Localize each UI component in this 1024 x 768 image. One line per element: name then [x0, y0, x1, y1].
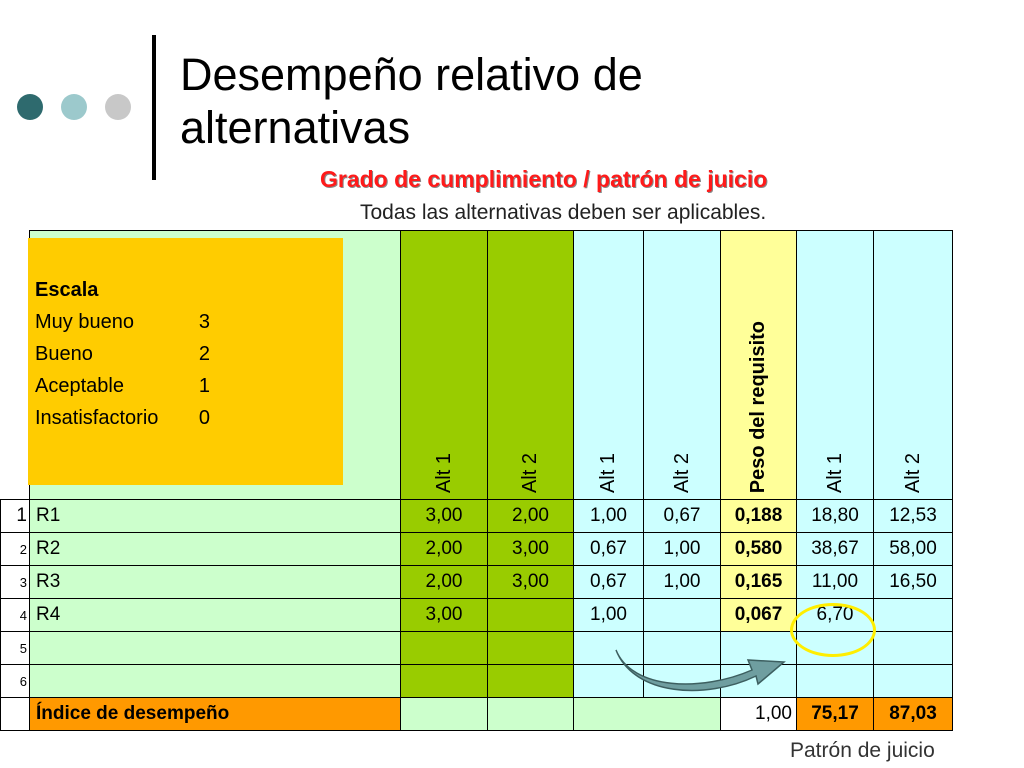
- scale-item: Muy bueno 3: [35, 311, 210, 333]
- requirement-cell: R4: [29, 598, 401, 632]
- slide-title: Desempeño relativo de alternativas: [180, 48, 643, 154]
- curved-arrow-icon: [615, 649, 786, 692]
- decor-dot-teal: [61, 94, 87, 120]
- weight-cell: 0,580: [720, 532, 797, 566]
- value-cell: [873, 598, 953, 632]
- value-cell: 2,00: [400, 532, 488, 566]
- value-cell: [487, 664, 574, 698]
- header-cell-weight: Peso del requisito: [720, 230, 797, 500]
- requirement-cell: R1: [29, 499, 401, 533]
- value-cell: [873, 631, 953, 665]
- weight-cell: 0,188: [720, 499, 797, 533]
- value-cell: [643, 598, 721, 632]
- value-cell: 1,00: [573, 598, 644, 632]
- value-cell: 0,67: [573, 532, 644, 566]
- title-divider: [152, 35, 156, 180]
- header-cell: Alt 1: [573, 230, 644, 500]
- scale-item: Insatisfactorio 0: [35, 407, 210, 429]
- total-label: Índice de desempeño: [29, 697, 401, 731]
- header-cell: Alt 1: [400, 230, 488, 500]
- header-cell: Alt 2: [487, 230, 574, 500]
- value-cell: 1,00: [643, 565, 721, 599]
- requirement-cell: [29, 664, 401, 698]
- row-number: 5: [0, 631, 30, 665]
- weight-cell: [720, 631, 797, 665]
- value-cell: 38,67: [796, 532, 874, 566]
- weight-cell: 0,067: [720, 598, 797, 632]
- slide-subtitle: Grado de cumplimiento / patrón de juicio: [320, 166, 768, 192]
- table-row: 4 R4 3,00 1,00 0,067 6,70: [0, 598, 953, 632]
- title-line-1: Desempeño relativo de: [180, 49, 643, 100]
- value-cell: [796, 664, 874, 698]
- value-cell: [643, 631, 721, 665]
- total-row: Índice de desempeño 1,00 75,17 87,03: [0, 697, 953, 731]
- scale-box: Escala Muy bueno 3 Bueno 2 Aceptable 1 Insa…: [28, 238, 343, 485]
- scale-heading: Escala: [35, 279, 99, 301]
- header-cell: Alt 2: [643, 230, 721, 500]
- value-cell: 18,80: [796, 499, 874, 533]
- requirement-cell: [29, 631, 401, 665]
- table-row: 6: [0, 664, 953, 698]
- decor-dot-gray: [105, 94, 131, 120]
- value-cell: 2,00: [487, 499, 574, 533]
- value-cell: [400, 664, 488, 698]
- row-number: 4: [0, 598, 30, 632]
- value-cell: 2,00: [400, 565, 488, 599]
- table-row: 1 R1 3,00 2,00 1,00 0,67 0,188 18,80 12,…: [0, 499, 953, 533]
- total-alt1: 75,17: [796, 697, 874, 731]
- value-cell: 11,00: [796, 565, 874, 599]
- row-number: 1: [0, 499, 30, 533]
- value-cell: 58,00: [873, 532, 953, 566]
- row-number: 3: [0, 565, 30, 599]
- requirement-cell: R3: [29, 565, 401, 599]
- value-cell: 1,00: [643, 532, 721, 566]
- value-cell: 0,67: [573, 565, 644, 599]
- value-cell: 3,00: [487, 532, 574, 566]
- value-cell: [400, 631, 488, 665]
- slide-footer: Patrón de juicio: [790, 739, 935, 762]
- value-cell: [873, 664, 953, 698]
- row-number: 2: [0, 532, 30, 566]
- title-line-2: alternativas: [180, 102, 411, 153]
- value-cell: [487, 598, 574, 632]
- weight-cell: 0,165: [720, 565, 797, 599]
- header-cell: Alt 1: [796, 230, 874, 500]
- value-cell: 3,00: [487, 565, 574, 599]
- value-cell: 1,00: [573, 499, 644, 533]
- value-cell: [487, 631, 574, 665]
- total-alt2: 87,03: [873, 697, 953, 731]
- highlight-circle: [790, 603, 876, 657]
- slide-note: Todas las alternativas deben ser aplicab…: [360, 201, 767, 224]
- scale-item: Aceptable 1: [35, 375, 210, 397]
- requirement-cell: R2: [29, 532, 401, 566]
- row-number: 6: [0, 664, 30, 698]
- decor-dot-dark: [17, 94, 43, 120]
- value-cell: 3,00: [400, 499, 488, 533]
- header-cell: Alt 2: [873, 230, 953, 500]
- value-cell: 12,53: [873, 499, 953, 533]
- scale-item: Bueno 2: [35, 343, 210, 365]
- value-cell: 16,50: [873, 565, 953, 599]
- table-row: 2 R2 2,00 3,00 0,67 1,00 0,580 38,67 58,…: [0, 532, 953, 566]
- value-cell: 3,00: [400, 598, 488, 632]
- total-weight: 1,00: [720, 697, 797, 731]
- value-cell: 0,67: [643, 499, 721, 533]
- table-row: 3 R3 2,00 3,00 0,67 1,00 0,165 11,00 16,…: [0, 565, 953, 599]
